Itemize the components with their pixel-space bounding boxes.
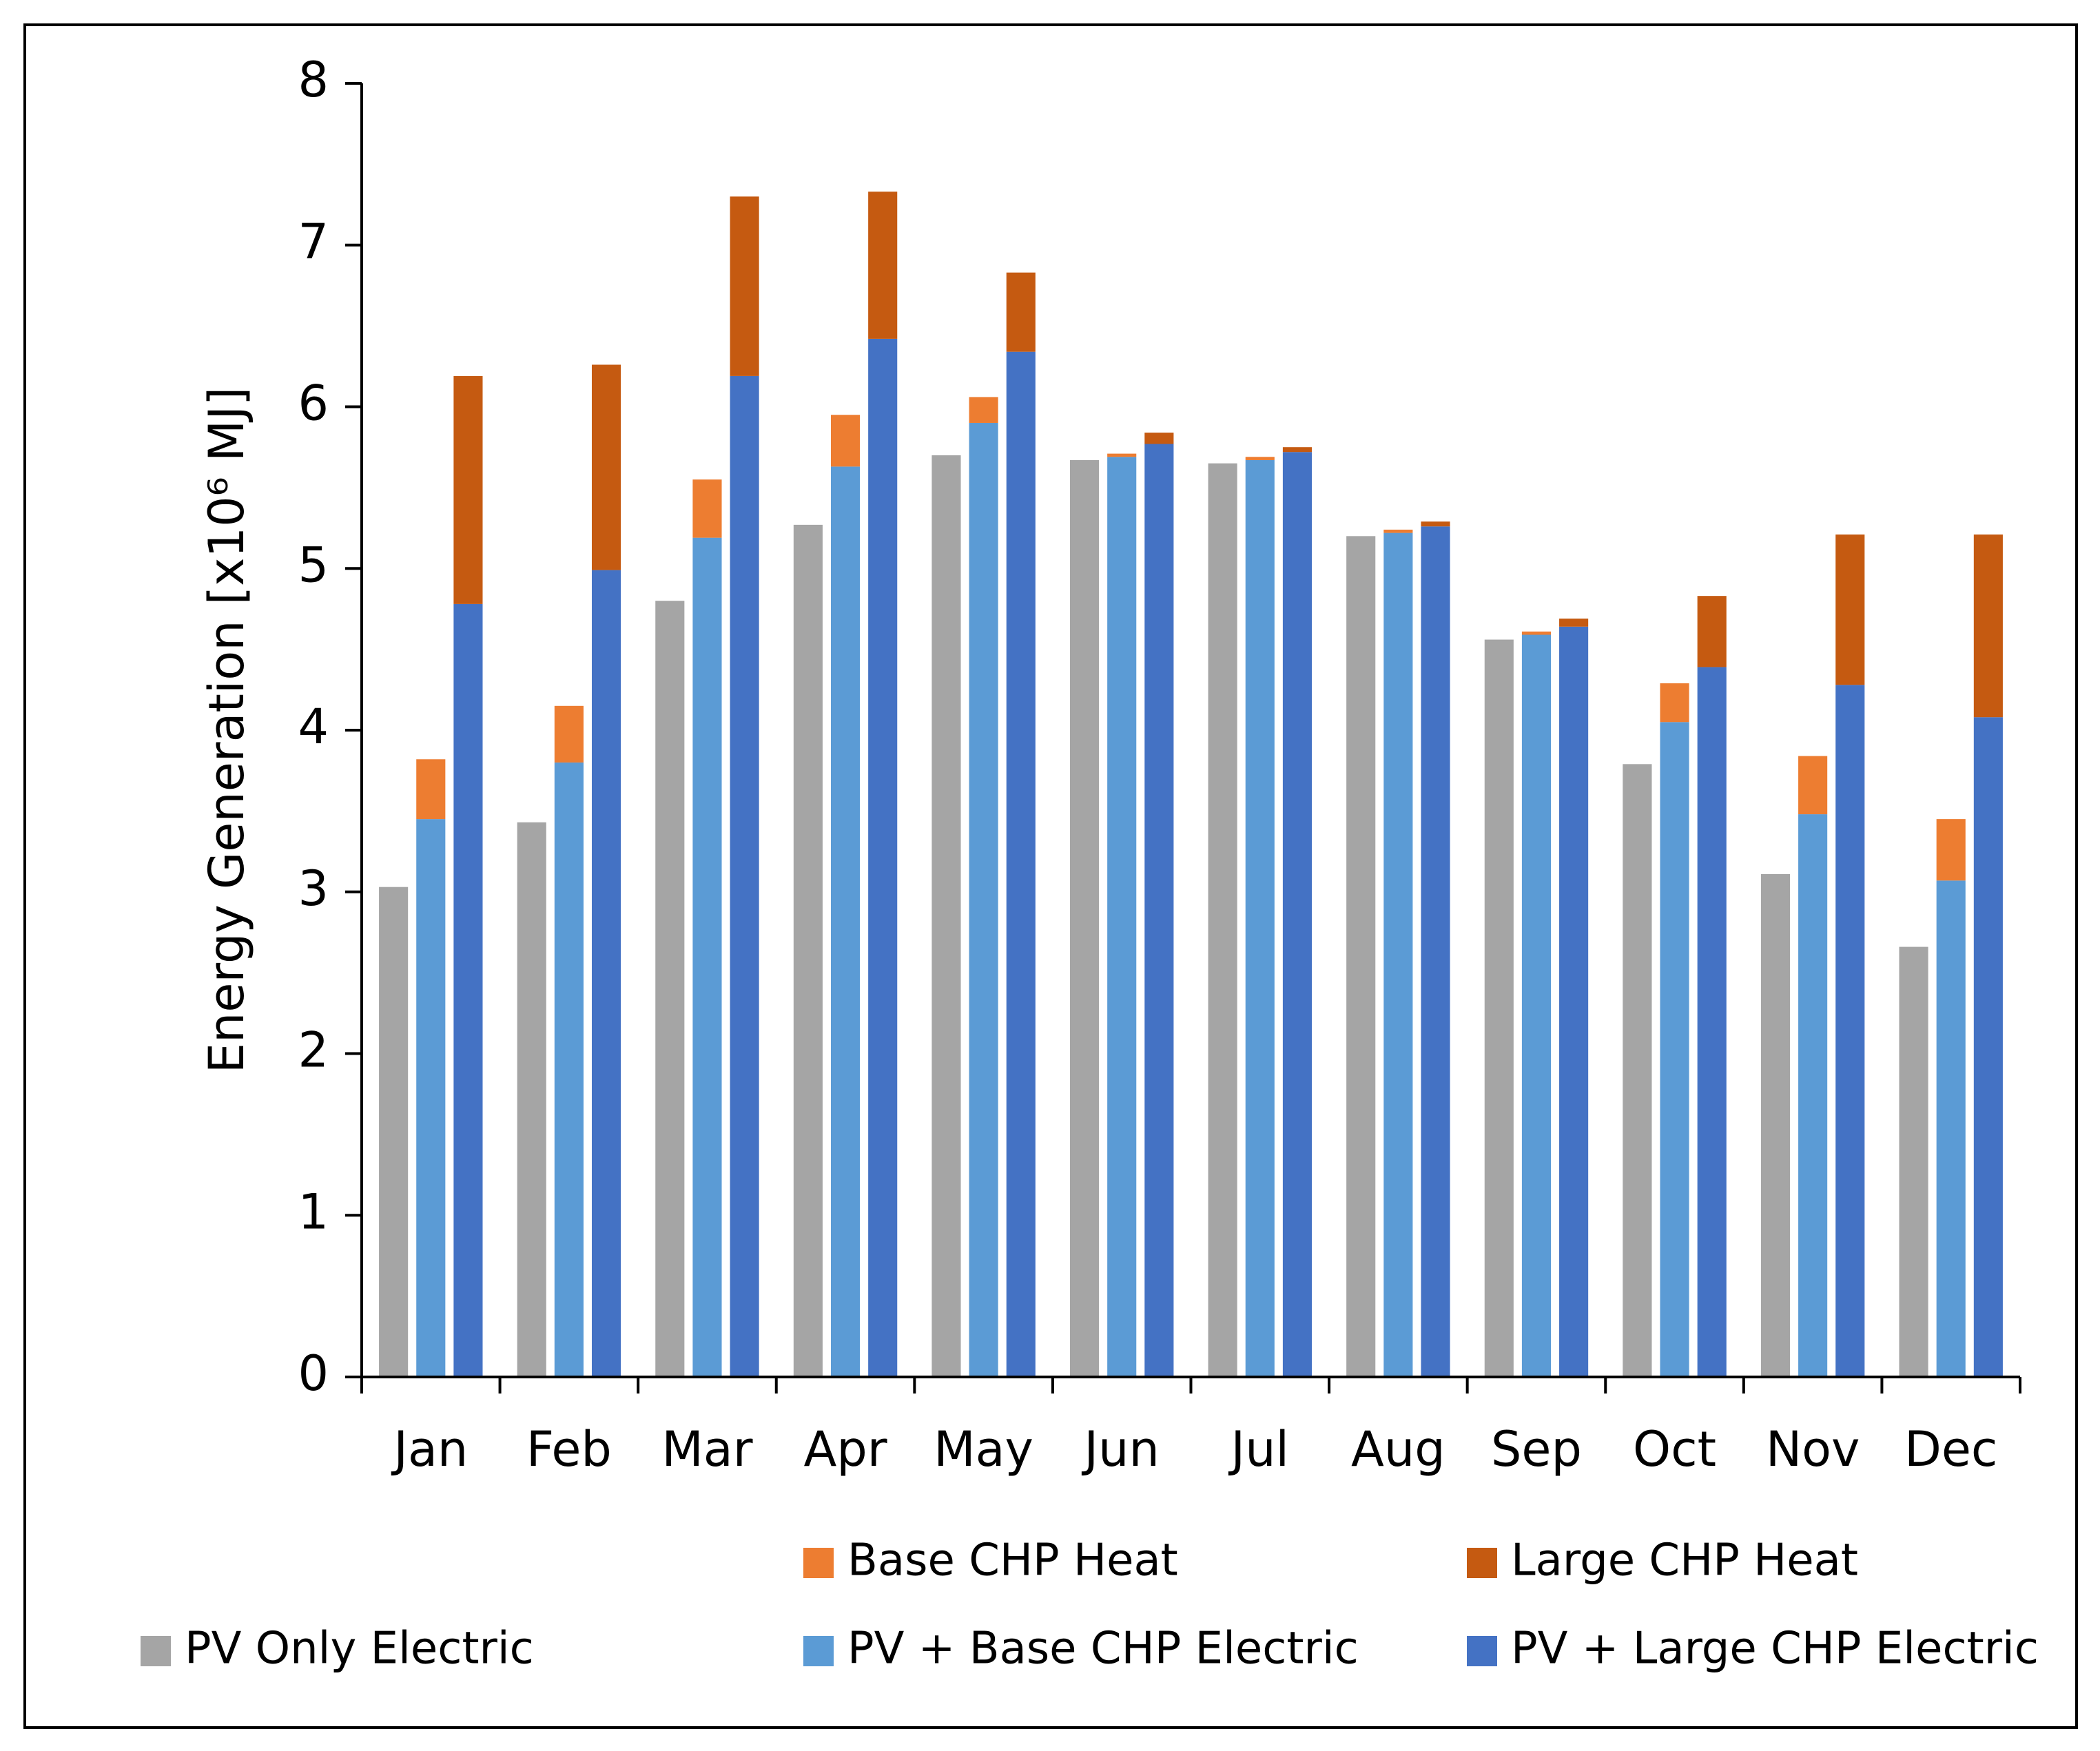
bar-segment <box>1107 457 1137 1378</box>
bar-segment <box>453 603 483 1377</box>
legend-text: PV + Base CHP Electric <box>847 1624 1359 1675</box>
bar-segment <box>554 705 584 763</box>
bar-segment <box>868 191 898 339</box>
bar-segment <box>793 524 823 1378</box>
bar-segment <box>1144 444 1174 1378</box>
bar-segment <box>1623 764 1652 1377</box>
y-tick-label: 5 <box>298 537 329 593</box>
bar-segment <box>554 762 584 1377</box>
x-tick-label: Nov <box>1766 1421 1860 1478</box>
legend-swatch <box>1467 1636 1497 1666</box>
bar-segment <box>868 338 898 1377</box>
bar-segment <box>1245 459 1275 1377</box>
bar-segment <box>1208 463 1237 1377</box>
x-tick-label: Jun <box>1082 1421 1160 1478</box>
y-tick-label: 1 <box>298 1183 329 1240</box>
x-tick-label: Apr <box>803 1421 887 1478</box>
legend-text: Large CHP Heat <box>1511 1535 1858 1586</box>
x-tick-label: Feb <box>526 1421 612 1478</box>
bar-segment <box>1282 452 1312 1377</box>
bar-segment <box>730 375 759 1378</box>
bar-segment <box>1383 532 1413 1377</box>
bar-segment <box>1798 756 1828 815</box>
bar-segment <box>1559 619 1589 627</box>
bar-segment <box>1973 717 2003 1377</box>
y-tick-label: 3 <box>298 860 329 917</box>
x-tick-label: Aug <box>1351 1421 1445 1478</box>
y-tick-label: 4 <box>298 698 329 755</box>
bar-segment <box>1521 634 1552 1377</box>
bar-segment <box>1973 534 2003 718</box>
x-tick-label: Mar <box>661 1421 752 1478</box>
bar-segment <box>1521 631 1552 635</box>
bar-segment <box>730 196 759 376</box>
bar-segment <box>1835 685 1865 1377</box>
x-tick-label: Jul <box>1228 1421 1289 1478</box>
bar-segment <box>1383 529 1413 533</box>
bar-segment <box>416 759 446 820</box>
y-tick-label: 2 <box>298 1022 329 1079</box>
bar-segment <box>1421 521 1450 527</box>
bar-segment <box>1936 819 1966 881</box>
bar-segment <box>1936 880 1966 1377</box>
bar-segment <box>931 455 961 1377</box>
bar-segment <box>1798 814 1828 1377</box>
legend-text: Base CHP Heat <box>847 1535 1178 1586</box>
legend-swatch <box>803 1548 834 1578</box>
chart-frame <box>23 23 2078 1729</box>
y-tick-label: 8 <box>298 52 329 108</box>
bar-segment <box>1346 536 1376 1377</box>
bar-segment <box>1660 683 1689 723</box>
x-tick-label: May <box>934 1421 1033 1478</box>
bar-segment <box>692 537 722 1378</box>
bar-segment <box>591 570 621 1378</box>
bar-segment <box>591 364 621 570</box>
legend-swatch <box>803 1636 834 1666</box>
bar-segment <box>1107 453 1137 457</box>
bar-segment <box>1006 272 1036 352</box>
bar-segment <box>969 397 998 423</box>
bar-segment <box>1144 433 1174 444</box>
x-tick-label: Sep <box>1491 1421 1582 1478</box>
bar-segment <box>1760 873 1791 1377</box>
legend-swatch <box>1467 1548 1497 1578</box>
bar-segment <box>1069 459 1100 1377</box>
bar-segment <box>416 819 446 1377</box>
legend-text: PV + Large CHP Electric <box>1511 1624 2039 1675</box>
bar-segment <box>830 415 861 467</box>
bar-segment <box>1697 667 1727 1377</box>
bar-segment <box>1697 596 1727 667</box>
y-tick-label: 0 <box>298 1345 329 1402</box>
legend-text: PV Only Electric <box>185 1624 534 1675</box>
bar-segment <box>830 466 861 1378</box>
bar-segment <box>1245 457 1275 460</box>
bar-segment <box>1006 351 1036 1377</box>
bar-segment <box>969 422 998 1377</box>
bar-segment <box>1282 447 1312 453</box>
bar-segment <box>1660 722 1689 1377</box>
bar-segment <box>692 479 722 538</box>
y-axis-label: Energy Generation [x10⁶ MJ] <box>198 387 255 1074</box>
y-tick-label: 7 <box>298 214 329 270</box>
bar-segment <box>1899 946 1928 1377</box>
bar-segment <box>1484 639 1514 1377</box>
legend-swatch <box>141 1636 171 1666</box>
bar-segment <box>517 822 546 1377</box>
bar-segment <box>1559 626 1589 1377</box>
bar-segment <box>655 601 685 1378</box>
bar-segment <box>379 887 409 1377</box>
bar-segment <box>1835 534 1865 685</box>
x-tick-label: Jan <box>391 1421 468 1478</box>
bar-segment <box>453 375 483 604</box>
x-tick-label: Dec <box>1904 1421 1997 1478</box>
bar-segment <box>1421 526 1450 1377</box>
x-tick-label: Oct <box>1633 1421 1716 1478</box>
y-tick-label: 6 <box>298 375 329 432</box>
